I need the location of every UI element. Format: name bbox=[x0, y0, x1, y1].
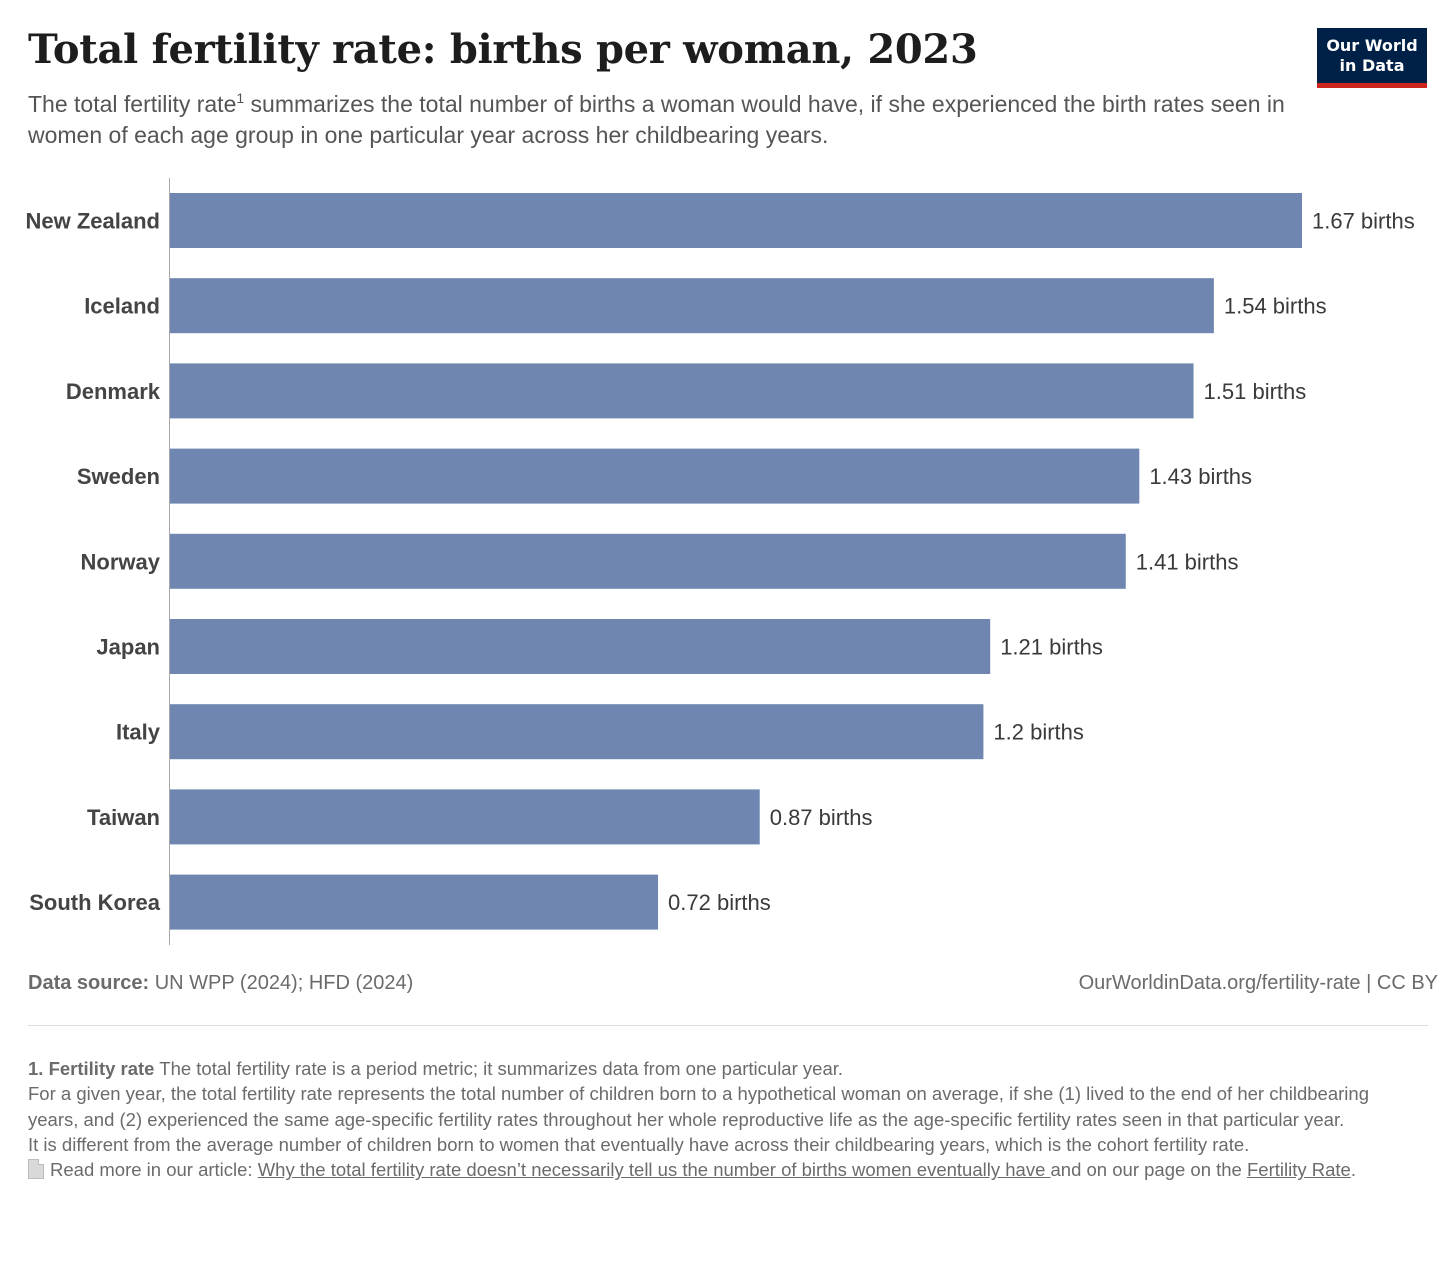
owid-logo[interactable]: Our World in Data bbox=[1317, 28, 1427, 88]
value-label: 1.21 births bbox=[1000, 635, 1103, 660]
bar-sweden[interactable] bbox=[170, 448, 1140, 504]
source-text: UN WPP (2024); HFD (2024) bbox=[149, 972, 414, 994]
country-label: New Zealand bbox=[26, 209, 160, 234]
logo-line-1: Our World bbox=[1326, 35, 1418, 55]
footnote-line-1-text: The total fertility rate is a period met… bbox=[154, 1058, 844, 1079]
country-label: Iceland bbox=[84, 294, 160, 319]
read-more-prefix: Read more in our article: bbox=[50, 1159, 258, 1181]
footnote: 1. Fertility rate The total fertility ra… bbox=[28, 1056, 1423, 1182]
logo-line-2: in Data bbox=[1339, 55, 1405, 75]
chart-subtitle: The total fertility rate1 summarizes the… bbox=[28, 89, 1298, 151]
license-text: | CC BY bbox=[1360, 972, 1438, 994]
footer-divider bbox=[28, 1025, 1428, 1026]
bar-japan[interactable] bbox=[170, 619, 991, 674]
fertility-rate-page-link[interactable]: Fertility Rate bbox=[1247, 1159, 1351, 1181]
footnote-paragraph-3: It is different from the average number … bbox=[28, 1133, 1250, 1155]
value-label: 0.72 births bbox=[668, 890, 771, 915]
subtitle-text: The total fertility rate bbox=[28, 91, 237, 117]
bar-south-korea[interactable] bbox=[170, 874, 659, 930]
country-label: Taiwan bbox=[87, 805, 160, 830]
bar-chart: New Zealand 1.67 births Iceland 1.54 births… bbox=[26, 178, 1415, 945]
country-label: Italy bbox=[116, 720, 161, 745]
subtitle-text-rest: summarizes the total number of births a … bbox=[28, 91, 1285, 148]
value-label: 1.2 births bbox=[993, 720, 1083, 745]
chart-title: Total fertility rate: births per woman, … bbox=[28, 26, 978, 73]
document-icon bbox=[28, 1159, 44, 1180]
country-label: Denmark bbox=[66, 379, 161, 404]
footnote-marker[interactable]: 1 bbox=[236, 90, 245, 106]
value-label: 0.87 births bbox=[770, 805, 873, 830]
footnote-paragraph-2: For a given year, the total fertility ra… bbox=[28, 1083, 1369, 1130]
bar-norway[interactable] bbox=[170, 533, 1126, 589]
value-label: 1.54 births bbox=[1224, 294, 1327, 319]
value-label: 1.67 births bbox=[1312, 209, 1415, 234]
bar-iceland[interactable] bbox=[170, 278, 1214, 334]
attribution: OurWorldinData.org/fertility-rate | CC B… bbox=[1079, 972, 1438, 995]
value-label: 1.43 births bbox=[1149, 464, 1252, 489]
footnote-read-more: Read more in our article: Why the total … bbox=[28, 1157, 1423, 1182]
value-label: 1.51 births bbox=[1204, 379, 1307, 404]
country-label: South Korea bbox=[29, 890, 161, 915]
bar-italy[interactable] bbox=[170, 704, 984, 760]
country-label: Norway bbox=[81, 549, 161, 574]
source-url-link[interactable]: OurWorldinData.org/fertility-rate bbox=[1078, 972, 1361, 994]
source-label: Data source: bbox=[28, 972, 150, 994]
read-more-middle: and on our page on the bbox=[1050, 1159, 1247, 1181]
value-label: 1.41 births bbox=[1136, 549, 1239, 574]
read-more-end: . bbox=[1350, 1159, 1356, 1181]
country-label: Japan bbox=[96, 635, 160, 660]
footnote-line-1: 1. Fertility rate The total fertility ra… bbox=[28, 1056, 1423, 1081]
bar-taiwan[interactable] bbox=[170, 789, 760, 845]
article-link[interactable]: Why the total fertility rate doesn’t nec… bbox=[257, 1159, 1051, 1181]
country-label: Sweden bbox=[77, 464, 160, 489]
source-row: Data source: UN WPP (2024); HFD (2024) O… bbox=[28, 972, 1438, 995]
footnote-label: 1. Fertility rate bbox=[28, 1058, 155, 1079]
bar-new-zealand[interactable] bbox=[170, 193, 1302, 248]
bar-denmark[interactable] bbox=[170, 363, 1194, 419]
